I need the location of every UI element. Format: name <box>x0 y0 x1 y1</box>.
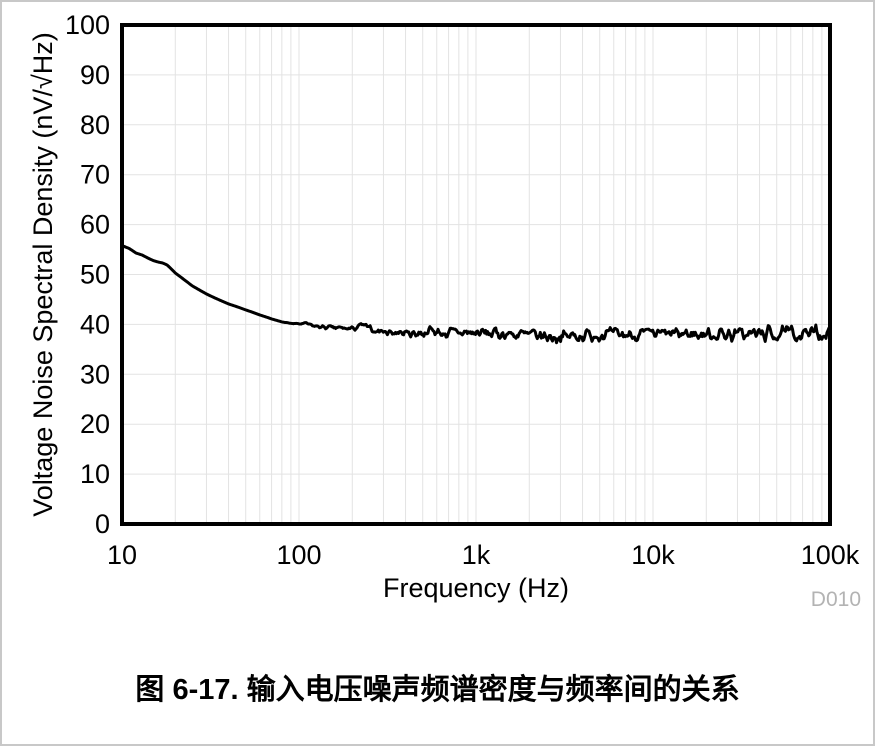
y-tick-label: 80 <box>80 110 110 140</box>
y-tick-label: 90 <box>80 60 110 90</box>
plot-id-watermark: D010 <box>810 588 861 611</box>
x-tick-label: 1k <box>462 540 491 570</box>
x-tick-label: 100k <box>801 540 860 570</box>
x-tick-label: 100 <box>276 540 321 570</box>
noise-density-curve <box>120 244 832 345</box>
y-tick-label: 20 <box>80 409 110 439</box>
figure-caption-number: 图 6-17. <box>135 674 239 706</box>
y-tick-label: 50 <box>80 260 110 290</box>
y-tick-label: 0 <box>95 509 110 539</box>
figure-caption: 图 6-17. 输入电压噪声频谱密度与频率间的关系 <box>2 666 873 708</box>
plot-frame <box>120 23 832 526</box>
y-axis-title: Voltage Noise Spectral Density (nV/√Hz) <box>28 32 58 517</box>
figure-caption-text: 输入电压噪声频谱密度与频率间的关系 <box>246 674 740 706</box>
y-tick-label: 30 <box>80 359 110 389</box>
y-tick-label: 100 <box>65 10 110 40</box>
x-tick-label: 10 <box>107 540 137 570</box>
x-tick-label: 10k <box>631 540 675 570</box>
y-tick-label: 70 <box>80 160 110 190</box>
y-tick-label: 10 <box>80 459 110 489</box>
y-tick-label: 60 <box>80 210 110 240</box>
x-axis-title: Frequency (Hz) <box>382 573 570 603</box>
y-tick-label: 40 <box>80 309 110 339</box>
